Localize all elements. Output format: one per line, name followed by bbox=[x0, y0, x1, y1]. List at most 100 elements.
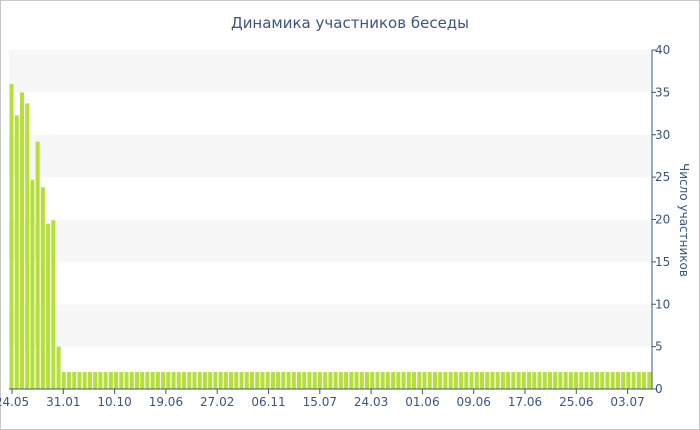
bar bbox=[192, 372, 197, 389]
bar bbox=[448, 372, 453, 389]
bar bbox=[197, 372, 202, 389]
bar bbox=[239, 372, 244, 389]
bar bbox=[626, 372, 631, 389]
bar bbox=[636, 372, 641, 389]
bar bbox=[87, 372, 92, 389]
bar bbox=[77, 372, 82, 389]
grid-band bbox=[9, 177, 652, 220]
bar bbox=[103, 372, 108, 389]
x-tick-label: 25.06 bbox=[559, 395, 593, 409]
x-tick-label: 06.11 bbox=[251, 395, 285, 409]
bar bbox=[187, 372, 192, 389]
bar bbox=[568, 372, 573, 389]
bar bbox=[631, 372, 636, 389]
bar bbox=[542, 372, 547, 389]
y-axis-label: Число участников bbox=[677, 163, 691, 277]
bar bbox=[108, 372, 113, 389]
bar bbox=[30, 179, 35, 389]
bar bbox=[270, 372, 275, 389]
bar bbox=[595, 372, 600, 389]
x-tick-label: 09.06 bbox=[457, 395, 491, 409]
bar bbox=[338, 372, 343, 389]
x-ticks: 24.05 31.01 10.10 19.06 27.02 06.11 15.07 24.03… bbox=[0, 389, 645, 409]
bar bbox=[459, 372, 464, 389]
bar bbox=[182, 372, 187, 389]
grid-band bbox=[9, 50, 652, 93]
bar bbox=[574, 372, 579, 389]
bar bbox=[202, 372, 207, 389]
bar bbox=[67, 372, 72, 389]
bar bbox=[14, 115, 19, 389]
bar bbox=[584, 372, 589, 389]
bar bbox=[307, 372, 312, 389]
bar bbox=[155, 372, 160, 389]
bar bbox=[563, 372, 568, 389]
y-tick-label: 40 bbox=[655, 43, 670, 57]
bar bbox=[286, 372, 291, 389]
bar bbox=[422, 372, 427, 389]
bar bbox=[234, 372, 239, 389]
bar bbox=[328, 372, 333, 389]
bar bbox=[600, 372, 605, 389]
bar bbox=[490, 372, 495, 389]
x-tick-label: 24.05 bbox=[0, 395, 29, 409]
bar bbox=[354, 372, 359, 389]
bar bbox=[391, 372, 396, 389]
bar bbox=[621, 372, 626, 389]
bar bbox=[469, 372, 474, 389]
bar bbox=[396, 372, 401, 389]
bar bbox=[385, 372, 390, 389]
bar bbox=[208, 372, 213, 389]
bar bbox=[349, 372, 354, 389]
bar bbox=[364, 372, 370, 389]
bar bbox=[40, 187, 45, 389]
y-tick-label: 20 bbox=[655, 213, 670, 227]
x-tick-label: 24.03 bbox=[354, 395, 388, 409]
bar bbox=[527, 372, 532, 389]
bar bbox=[134, 372, 139, 389]
grid-band bbox=[9, 304, 652, 347]
x-tick-label: 15.07 bbox=[303, 395, 337, 409]
bar bbox=[443, 372, 448, 389]
bar bbox=[453, 372, 458, 389]
bar bbox=[474, 372, 479, 389]
bar bbox=[485, 372, 490, 389]
bar bbox=[119, 372, 124, 389]
bar bbox=[537, 372, 542, 389]
y-ticks: 0 5 10 15 20 25 30 35 40 bbox=[652, 43, 670, 396]
bar bbox=[547, 372, 552, 389]
grid-band bbox=[9, 134, 652, 178]
bar bbox=[464, 372, 469, 389]
bar bbox=[260, 372, 265, 389]
bar bbox=[532, 372, 537, 389]
bar bbox=[432, 372, 437, 389]
y-tick-label: 5 bbox=[655, 340, 663, 354]
bar bbox=[359, 372, 364, 389]
bar bbox=[244, 372, 249, 389]
bar bbox=[276, 372, 281, 389]
grid-bands bbox=[9, 50, 652, 389]
bar bbox=[218, 372, 223, 389]
bar bbox=[605, 372, 610, 389]
bar bbox=[161, 372, 166, 389]
bar bbox=[417, 372, 422, 389]
bar bbox=[124, 372, 129, 389]
bar bbox=[642, 372, 647, 389]
bar bbox=[615, 372, 620, 389]
bars bbox=[9, 83, 652, 390]
bar bbox=[344, 372, 349, 389]
x-tick-label: 03.07 bbox=[610, 395, 644, 409]
bar bbox=[229, 372, 234, 389]
bar bbox=[412, 372, 417, 389]
bar bbox=[61, 372, 66, 389]
bar bbox=[579, 372, 584, 389]
bar bbox=[312, 372, 317, 389]
bar bbox=[401, 372, 406, 389]
bar bbox=[333, 372, 338, 389]
y-tick-label: 35 bbox=[655, 85, 670, 99]
bar bbox=[406, 372, 411, 389]
x-tick-label: 19.06 bbox=[149, 395, 183, 409]
bar bbox=[35, 141, 40, 389]
bar bbox=[427, 372, 432, 389]
grid-band bbox=[9, 261, 652, 305]
